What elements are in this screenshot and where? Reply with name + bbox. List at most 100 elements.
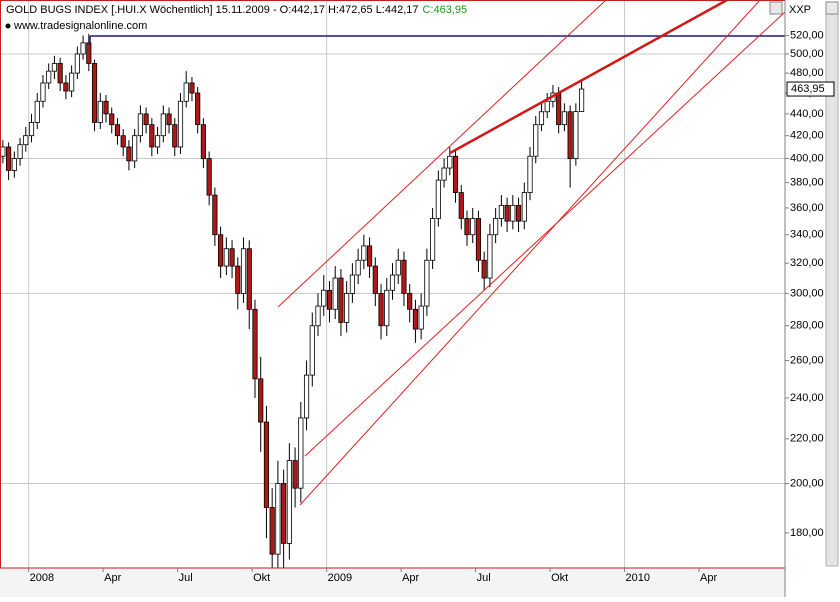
candle-body xyxy=(544,100,550,113)
candle-body xyxy=(561,111,567,126)
candle-body xyxy=(166,113,172,126)
candle-body xyxy=(521,192,527,222)
candle-body xyxy=(269,507,275,555)
x-tick-label: 2010 xyxy=(626,572,650,584)
candle-body xyxy=(34,100,40,123)
candle-body xyxy=(355,259,361,276)
candle-body xyxy=(200,124,206,159)
trend-line xyxy=(277,0,607,308)
title-close: C:463,95 xyxy=(423,4,468,16)
close-button[interactable] xyxy=(769,1,783,15)
candle-body xyxy=(533,124,539,157)
candle-body xyxy=(183,82,189,102)
candle-body xyxy=(126,146,132,162)
y-tick-label: 400,00 xyxy=(790,152,824,164)
candle-body xyxy=(447,155,453,169)
candle-body xyxy=(218,234,224,267)
candle-body xyxy=(240,248,247,294)
candle-body xyxy=(378,293,384,327)
candle-body xyxy=(0,146,6,157)
candle-body xyxy=(40,82,46,102)
candle-body xyxy=(114,124,121,137)
candle-body xyxy=(103,100,109,115)
candle-body xyxy=(74,53,80,74)
candle-body xyxy=(538,111,545,126)
candle-body xyxy=(298,417,304,489)
candle-body xyxy=(349,274,355,294)
drawings xyxy=(89,0,785,506)
candle-body xyxy=(321,289,327,307)
candle-body xyxy=(281,483,287,544)
candle-body xyxy=(384,289,390,327)
candle-body xyxy=(424,259,430,307)
x-tick-label: Okt xyxy=(253,572,270,584)
price-marker-label: 463,95 xyxy=(791,83,825,95)
candle-body xyxy=(275,483,281,555)
x-tick-label: Okt xyxy=(551,572,568,584)
candle-body xyxy=(498,204,504,219)
candle-body xyxy=(367,245,373,267)
candle-body xyxy=(504,204,510,222)
scrollbar[interactable] xyxy=(825,13,839,567)
x-tick-label: Jul xyxy=(477,572,491,584)
y-tick-label: 180,00 xyxy=(790,527,824,539)
symbol-label: XXP xyxy=(789,4,811,16)
candle-body xyxy=(567,111,573,159)
candle-body xyxy=(206,158,212,196)
bullet xyxy=(5,23,11,29)
x-tick-label: 2009 xyxy=(328,572,352,584)
candle-body xyxy=(195,92,201,126)
candle-body xyxy=(372,265,378,294)
candle-body xyxy=(458,192,464,219)
candle-body xyxy=(315,305,321,327)
candle-body xyxy=(189,82,195,94)
y-tick-label: 200,00 xyxy=(790,477,824,489)
candle-body xyxy=(452,155,459,193)
y-tick-label: 320,00 xyxy=(790,257,824,269)
candle-body xyxy=(515,204,522,222)
candle-body xyxy=(229,248,235,267)
y-tick-label: 340,00 xyxy=(790,229,824,241)
close-button[interactable] xyxy=(825,1,839,15)
candle-body xyxy=(470,218,476,236)
candle-body xyxy=(389,274,396,291)
x-tick-label: Jul xyxy=(179,572,193,584)
candle-body xyxy=(46,70,52,84)
candle-body xyxy=(258,378,264,423)
candle-body xyxy=(435,179,441,219)
candle-body xyxy=(143,113,149,126)
title-text: GOLD BUGS INDEX [.HUI.X Wöchentlich] 15.… xyxy=(6,4,419,16)
candle-body xyxy=(573,111,579,159)
y-tick-label: 360,00 xyxy=(790,202,824,214)
candle-body xyxy=(475,218,482,261)
candle-body xyxy=(109,113,115,126)
candle-body xyxy=(69,72,75,92)
candle-body xyxy=(309,325,315,376)
candle-body xyxy=(326,289,333,310)
candle-body xyxy=(23,135,29,146)
x-tick-label: 2008 xyxy=(30,572,54,584)
candle-body xyxy=(86,42,92,64)
candle-body xyxy=(97,100,103,123)
candle-body xyxy=(286,460,292,544)
candle-body xyxy=(120,135,126,148)
candle-body xyxy=(252,308,258,380)
candle-body xyxy=(441,167,447,181)
candle-body xyxy=(17,144,23,159)
candle-body xyxy=(91,63,98,123)
candle-body xyxy=(332,277,338,310)
subtitle: www.tradesignalonline.com xyxy=(13,20,147,32)
price-marker xyxy=(786,81,835,97)
candle-body xyxy=(149,124,155,148)
candle-body xyxy=(223,248,229,267)
candle-body xyxy=(263,421,270,508)
x-tick-label: Apr xyxy=(402,572,419,584)
candle-body xyxy=(51,63,58,72)
y-tick-label: 520,00 xyxy=(790,29,824,41)
candle-body xyxy=(395,259,401,276)
candle-body xyxy=(292,460,298,489)
candle-body xyxy=(11,158,17,171)
candle-body xyxy=(177,100,184,148)
